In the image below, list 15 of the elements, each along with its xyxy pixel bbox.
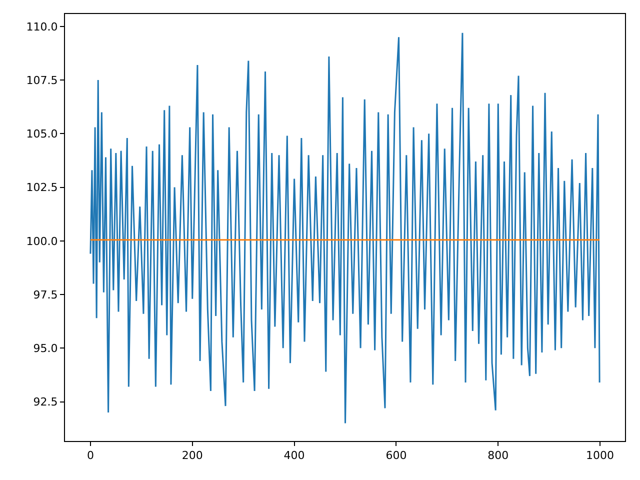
- y-tick-label: 92.5: [33, 396, 58, 409]
- y-tick-label: 97.5: [33, 288, 58, 302]
- x-tick-label: 0: [86, 449, 94, 462]
- y-tick-label: 100.0: [26, 234, 58, 248]
- y-tick-label: 95.0: [33, 342, 58, 355]
- x-tick-label: 1000: [586, 449, 614, 462]
- x-tick-label: 200: [182, 449, 203, 462]
- x-tick-label: 600: [386, 449, 407, 462]
- y-tick-label: 110.0: [26, 20, 58, 34]
- x-tick-label: 800: [488, 449, 509, 462]
- y-tick-label: 105.0: [26, 128, 58, 141]
- x-tick-label: 400: [284, 449, 305, 462]
- y-tick-label: 102.5: [26, 181, 58, 194]
- line-series: [90, 32, 600, 424]
- y-tick-label: 107.5: [26, 74, 58, 87]
